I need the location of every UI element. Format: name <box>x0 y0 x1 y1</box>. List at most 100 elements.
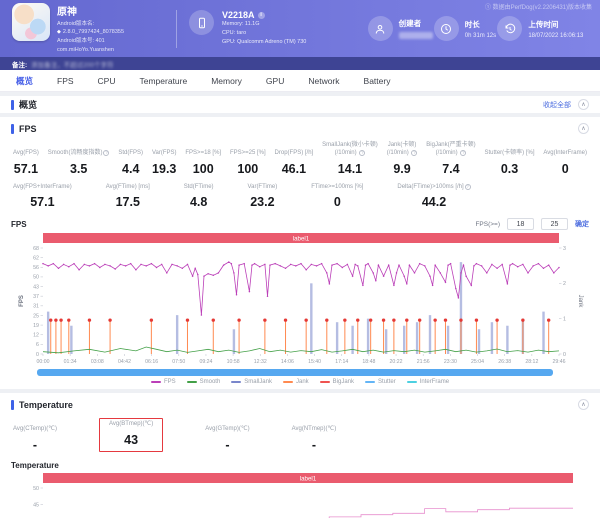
legend-item-BigJank[interactable]: BigJank <box>319 379 355 386</box>
stat-value: 9.9 <box>393 161 411 176</box>
stat-value: - <box>311 438 316 453</box>
device-cpu: CPU: taro <box>222 30 247 37</box>
stat-label: Smooth(流畅度指数)? <box>47 149 110 156</box>
svg-text:12: 12 <box>33 333 39 339</box>
svg-text:14:06: 14:06 <box>281 359 294 365</box>
stat-item: Smooth(流畅度指数)? 3.5 <box>47 149 110 176</box>
svg-text:09:24: 09:24 <box>199 359 212 365</box>
creator-label: 创建者 <box>398 19 422 28</box>
info-icon[interactable]: ? <box>103 149 110 156</box>
svg-text:12:32: 12:32 <box>254 359 267 365</box>
chart-scrollbar-thumb[interactable] <box>37 369 553 377</box>
stat-item: Var(FPS) 19.3 <box>152 150 177 176</box>
tab-FPS[interactable]: FPS <box>57 75 74 86</box>
collect-note: ① 数据由PerfDog(v2.2206431)版本收集 <box>484 5 592 11</box>
legend-item-Smooth[interactable]: Smooth <box>186 379 220 385</box>
info-icon[interactable]: ? <box>464 183 471 190</box>
svg-text:20:22: 20:22 <box>390 359 403 365</box>
fps-chart[interactable]: label1 68 62 56 50 43 37 31 25 19 12 6 0 FPS 3 2 1 0 Jank 0… <box>11 233 589 367</box>
svg-text:19: 19 <box>33 323 39 329</box>
tab-CPU[interactable]: CPU <box>97 75 116 86</box>
fps-section-title: FPS <box>19 123 37 134</box>
stat-value: - <box>32 438 38 453</box>
tab-Memory[interactable]: Memory <box>211 75 242 86</box>
fps-threshold-input-2[interactable] <box>541 218 568 231</box>
legend-swatch <box>150 381 161 384</box>
tab-Network[interactable]: Network <box>308 75 340 86</box>
svg-text:23:30: 23:30 <box>444 359 457 365</box>
section-accent-bar <box>11 99 14 110</box>
app-version-value: 2.8.0_7997424_8078355 <box>62 29 125 36</box>
svg-text:68: 68 <box>33 246 39 252</box>
fps-threshold-input-1[interactable] <box>507 218 534 231</box>
svg-text:26:38: 26:38 <box>498 359 511 365</box>
svg-text:56: 56 <box>33 265 39 271</box>
stat-item: FPS>=18 [%] 100 <box>185 150 221 176</box>
legend-item-InterFrame[interactable]: InterFrame <box>406 379 449 385</box>
stat-label: Avg(InterFrame) <box>543 149 587 156</box>
diamond-icon: ◆ <box>57 29 61 36</box>
device-info-icon[interactable]: i <box>257 11 265 19</box>
tab-GPU[interactable]: GPU <box>265 75 285 86</box>
stat-item: FTime>=100ms [%] 0 <box>311 184 363 210</box>
stat-item: Avg(CTemp)(℃) - <box>13 426 57 452</box>
temperature-stats-row: Avg(CTemp)(℃) - Avg(BTmep)(℃) 43 Avg(GTemp)(… <box>11 418 589 453</box>
stat-item: Avg(BTmep)(℃) 43 <box>98 418 164 453</box>
creator-value-redacted <box>398 32 433 39</box>
app-package-name: com.miHoYo.Yuanshen <box>57 46 114 53</box>
legend-item-FPS[interactable]: FPS <box>150 379 176 385</box>
svg-text:43: 43 <box>33 285 39 291</box>
app-icon <box>12 2 50 41</box>
legend-swatch <box>282 381 293 384</box>
confirm-button[interactable]: 确定 <box>575 221 589 229</box>
stat-label: Avg(FPS+InterFrame) <box>13 183 72 190</box>
stat-value: 0 <box>561 161 569 176</box>
creator-item: 创建者 <box>367 16 433 41</box>
temperature-chart-title: Temperature <box>11 461 59 471</box>
svg-text:10:58: 10:58 <box>227 359 240 365</box>
temperature-chart-header: Temperature <box>11 461 589 470</box>
temperature-collapse-button[interactable]: ∧ <box>578 399 589 411</box>
fps-section-card: FPS ∧ Avg(FPS) 57.1 Smooth(流畅度指数)? 3.5 Std(F… <box>0 117 600 390</box>
stat-label: Drop(FPS) [/h] <box>274 149 314 156</box>
upload-time-item: 上传时间 18/07/2022 16:06:13 <box>497 16 583 41</box>
svg-text:07:50: 07:50 <box>172 359 185 365</box>
notice-text[interactable]: 添加备注，不超过200个字符 <box>31 61 114 69</box>
svg-text:Jank: Jank <box>577 295 583 309</box>
stat-item: Var(FTime) 23.2 <box>248 184 278 210</box>
temperature-section-card: Temperature ∧ Avg(CTemp)(℃) - Avg(BTmep)(℃… <box>0 393 600 518</box>
svg-text:2: 2 <box>563 282 566 288</box>
device-model: V2218A <box>222 10 255 21</box>
stat-item: Stutter(卡顿率) [%] 0.3 <box>485 150 535 176</box>
svg-text:50: 50 <box>33 486 39 492</box>
legend-label: BigJank <box>332 379 355 386</box>
stat-item: FPS>=25 [%] 100 <box>230 150 266 176</box>
overview-section-header: 概览 收起全部 ∧ <box>0 96 600 113</box>
tab-Temperature[interactable]: Temperature <box>139 75 188 86</box>
stat-label: Var(FTime) <box>247 183 278 190</box>
legend-item-SmallJank[interactable]: SmallJank <box>231 379 272 385</box>
legend-swatch <box>186 381 197 384</box>
fps-collapse-button[interactable]: ∧ <box>578 123 589 134</box>
svg-text:0: 0 <box>563 352 566 358</box>
duration-value: 0h 31m 12s <box>464 32 497 39</box>
stat-label: Std(FTime) <box>183 183 214 190</box>
svg-text:0: 0 <box>36 352 39 358</box>
collapse-all-link[interactable]: 收起全部 <box>543 101 571 109</box>
temperature-chart[interactable]: label1504541363227 <box>11 473 589 518</box>
fps-threshold-label: FPS(>=) <box>475 220 500 228</box>
legend-item-Stutter[interactable]: Stutter <box>365 379 396 385</box>
legend-item-Jank[interactable]: Jank <box>282 379 309 385</box>
svg-text:label1: label1 <box>293 236 310 243</box>
tab-概览[interactable]: 概览 <box>16 75 34 86</box>
app-version-name-label: Android版本名: <box>57 20 94 27</box>
info-icon[interactable]: ? <box>359 149 366 156</box>
chart-scrollbar[interactable] <box>37 369 553 377</box>
info-icon[interactable]: ? <box>460 149 467 156</box>
stat-item: Drop(FPS) [/h] 46.1 <box>275 150 314 176</box>
tab-Battery[interactable]: Battery <box>363 75 391 86</box>
stat-value: 23.2 <box>250 195 275 210</box>
info-icon[interactable]: ? <box>411 149 418 156</box>
svg-text:15:40: 15:40 <box>308 359 321 365</box>
collapse-toggle-button[interactable]: ∧ <box>578 99 589 110</box>
